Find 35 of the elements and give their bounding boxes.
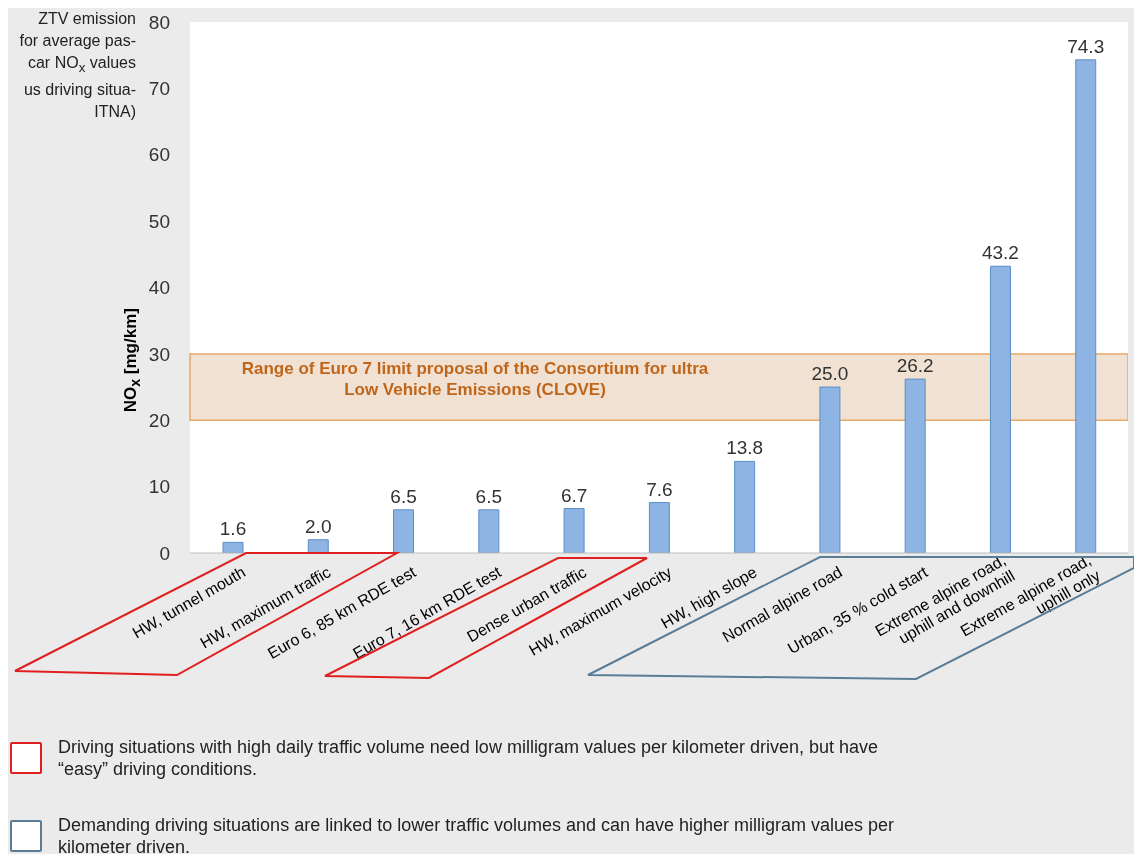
bar: [393, 509, 415, 553]
y-tick-label: 0: [159, 542, 170, 564]
y-tick-label: 10: [148, 476, 170, 498]
y-tick-label: 80: [148, 11, 170, 33]
y-tick-label: 70: [148, 78, 170, 100]
bar: [563, 508, 585, 553]
bar: [904, 378, 926, 553]
bar: [222, 541, 244, 553]
y-tick-label: 60: [148, 144, 170, 166]
data-label: 26.2: [896, 355, 934, 377]
bar: [1075, 59, 1097, 553]
text: Demanding driving situations are linked to lower traffic volumes and can have higher milligram values per kilometer driven.: [58, 814, 896, 854]
text: Driving situations with high daily traffic volume need low milligram values per kilometer driven, but have “easy” driving conditions.: [58, 736, 880, 780]
bar: [307, 539, 329, 553]
y-tick-label: 20: [148, 409, 170, 431]
text: ZTV emission for average pas- car NO$_{x}$ values us driving situa- ITNA): [18, 9, 136, 123]
bar: [819, 386, 841, 553]
bar: [734, 460, 756, 553]
band-label: Range of Euro 7 limit proposal of the Consortium for ultra Low Vehicle Emissions (CLOVE): [240, 357, 710, 400]
data-label: 6.5: [475, 485, 503, 507]
bar: [989, 265, 1011, 553]
data-label: 25.0: [811, 363, 849, 385]
data-label: 74.3: [1067, 35, 1105, 57]
y-tick-label: 30: [148, 343, 170, 365]
y-tick-label: 50: [148, 210, 170, 232]
data-label: 43.2: [981, 242, 1019, 264]
data-label: 2.0: [305, 515, 332, 537]
data-label: 1.6: [219, 518, 247, 540]
data-label: 7.6: [646, 478, 673, 500]
data-label: 6.5: [390, 485, 417, 507]
y-tick-label: 40: [148, 277, 170, 299]
data-label: 13.8: [726, 437, 764, 459]
bar: [478, 509, 500, 553]
data-label: 6.7: [560, 484, 588, 506]
bar: [648, 502, 670, 553]
